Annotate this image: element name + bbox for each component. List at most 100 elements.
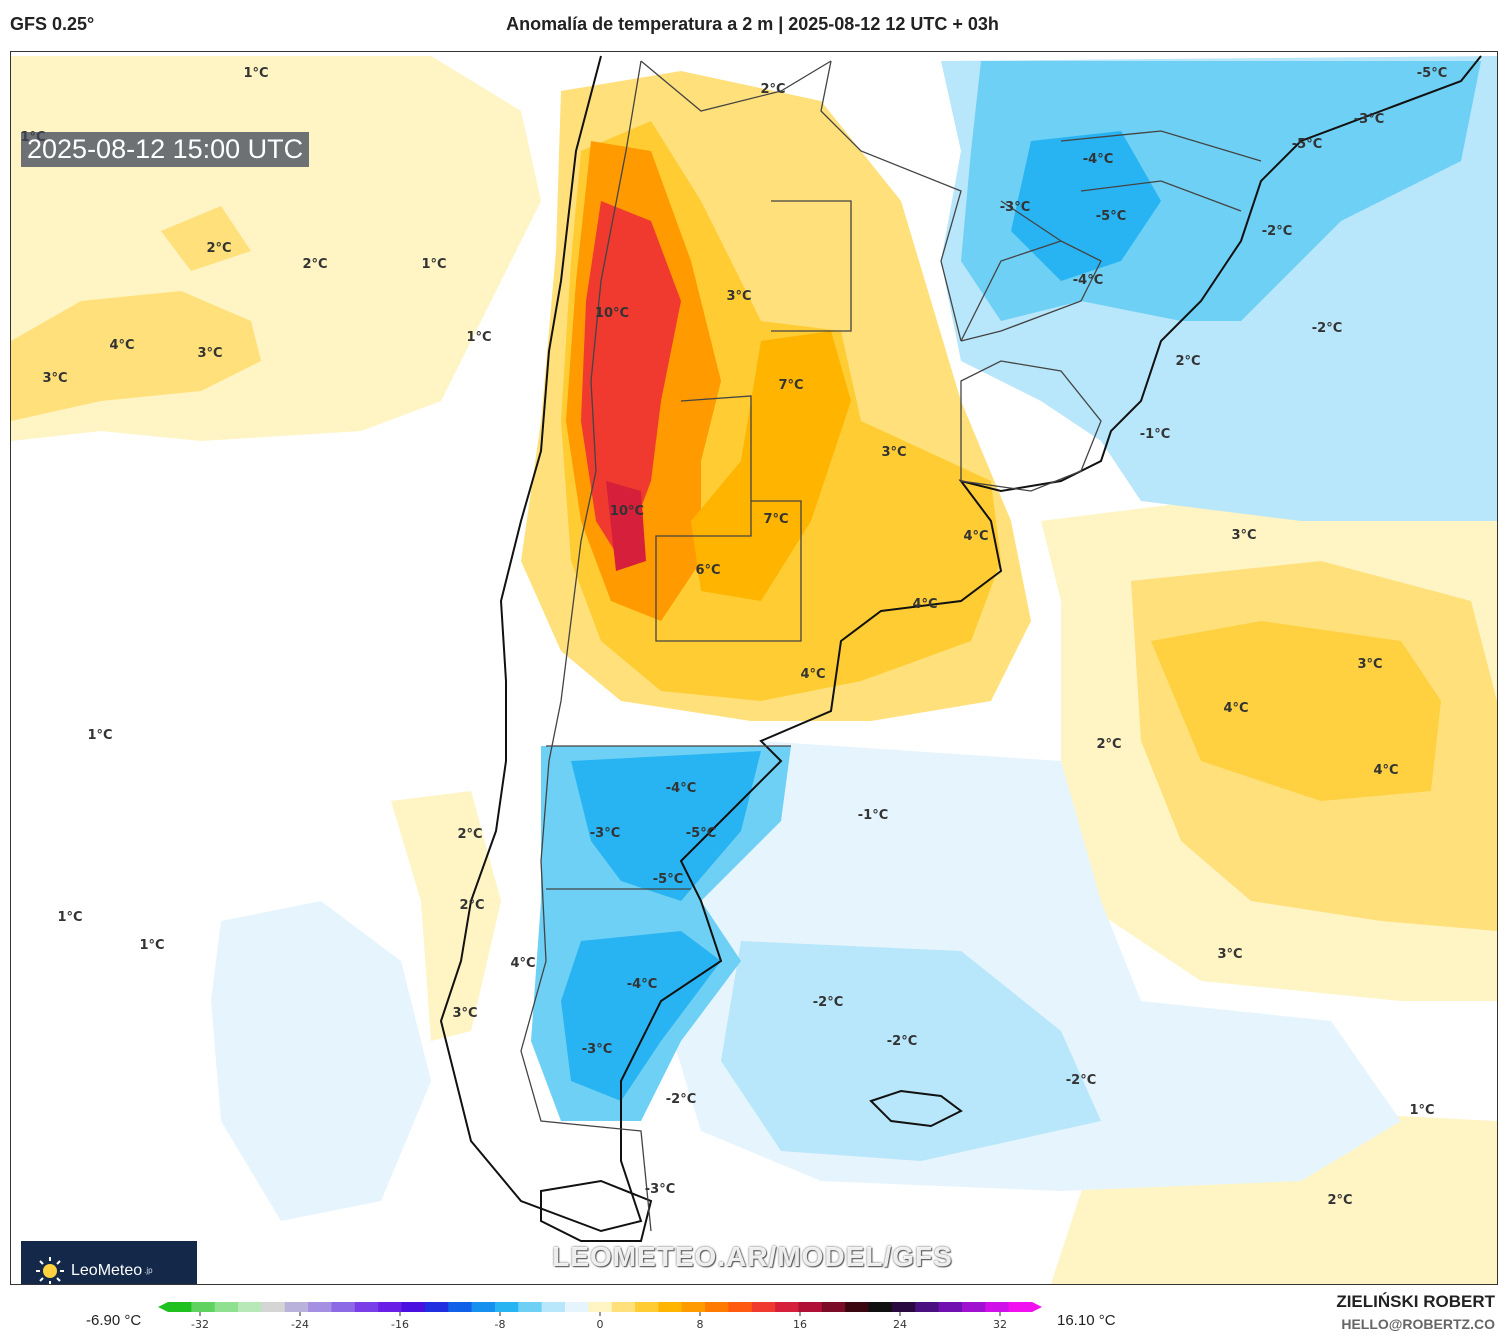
- colorbar-swatch: [378, 1302, 403, 1312]
- colorbar-tick-label: 16: [793, 1318, 807, 1331]
- colorbar-min-value: -6.90 °C: [86, 1312, 142, 1329]
- contour-label: 1°C: [421, 257, 446, 272]
- contour-label: 1°C: [57, 910, 82, 925]
- colorbar-tick-label: -8: [495, 1318, 506, 1331]
- author-email: HELLO@ROBERTZ.CO: [1341, 1316, 1495, 1332]
- contour-label: 3°C: [726, 289, 751, 304]
- colorbar-swatch: [985, 1302, 1010, 1312]
- contour-label: 2°C: [206, 241, 231, 256]
- colorbar-swatch: [705, 1302, 729, 1312]
- colorbar-swatch: [611, 1302, 636, 1312]
- colorbar-swatch: [261, 1302, 286, 1312]
- colorbar-swatch: [1008, 1302, 1033, 1312]
- colorbar-swatch: [751, 1302, 776, 1312]
- watermark-url: LEOMETEO.AR/MODEL/GFS: [552, 1241, 953, 1272]
- colorbar-max-value: 16.10 °C: [1057, 1312, 1116, 1329]
- valid-time-label: 2025-08-12 15:00 UTC: [21, 132, 310, 167]
- contour-label: -5°C: [1417, 66, 1447, 81]
- map-panel[interactable]: 1°C 1°C 2°C 2°C 1°C 1°C 3°C 4°C 3°C 2°C 10°C 3°C 7°C…: [10, 51, 1498, 1285]
- colorbar-swatch: [448, 1302, 473, 1312]
- colorbar-swatch: [518, 1302, 543, 1312]
- contour-label: -3°C: [1000, 200, 1030, 215]
- colorbar-swatch: [635, 1302, 659, 1312]
- province-rio-negro: [546, 745, 791, 890]
- colorbar-swatch: [191, 1302, 216, 1312]
- contour-label: 10°C: [595, 306, 629, 321]
- colorbar-swatch: [915, 1302, 940, 1312]
- contour-label: 3°C: [881, 445, 906, 460]
- model-name: GFS 0.25°: [10, 14, 95, 34]
- brazil-states: [1000, 130, 1262, 242]
- sun-icon: [36, 1256, 64, 1284]
- province-la-pampa: [655, 500, 802, 642]
- contour-label: 1°C: [1409, 1103, 1434, 1118]
- contour-label: -2°C: [666, 1092, 696, 1107]
- contour-label: -3°C: [590, 826, 620, 841]
- logo-text: LeoMeteo: [71, 1261, 143, 1279]
- contour-label: 2°C: [457, 827, 482, 842]
- patagonia-cold-core: [571, 751, 761, 901]
- colorbar-tick-label: 8: [697, 1318, 704, 1331]
- andes-hot-core: [581, 201, 681, 561]
- contour-label: -2°C: [813, 995, 843, 1010]
- author-name: ZIELIŃSKI ROBERT: [1336, 1292, 1495, 1311]
- contour-label: 10°C: [610, 504, 644, 519]
- political-borders: [520, 60, 1262, 1232]
- colorbar-extend-low: [158, 1302, 168, 1312]
- argentina-northern-border: [640, 60, 832, 112]
- contour-label: 4°C: [510, 956, 535, 971]
- south-america-coast: [439, 55, 1482, 1233]
- contour-label: 2°C: [1096, 737, 1121, 752]
- contour-label: -4°C: [1083, 152, 1113, 167]
- colorbar-swatch: [494, 1302, 519, 1312]
- pacific-warm-core: [11, 291, 261, 421]
- colorbar-tick-label: -24: [291, 1318, 309, 1331]
- contour-label: 1°C: [243, 66, 268, 81]
- chile-argentina-border: [520, 60, 652, 1232]
- colorbar-swatch: [775, 1302, 799, 1312]
- map-title: Anomalía de temperatura a 2 m | 2025-08-…: [506, 14, 999, 34]
- pacific-cool-patch: [211, 901, 431, 1221]
- contour-label: 7°C: [778, 378, 803, 393]
- colorbar-swatch: [728, 1302, 753, 1312]
- south-atlantic-cool-core: [721, 941, 1101, 1161]
- contour-label: 4°C: [1223, 701, 1248, 716]
- contour-label: -2°C: [1262, 224, 1292, 239]
- contour-label: 1°C: [139, 938, 164, 953]
- contour-label: 7°C: [763, 512, 788, 527]
- province-santa-fe: [771, 200, 852, 332]
- colorbar-swatch: [845, 1302, 870, 1312]
- contour-label: 2°C: [1327, 1193, 1352, 1208]
- map-canvas[interactable]: 1°C 1°C 2°C 2°C 1°C 1°C 3°C 4°C 3°C 2°C 10°C 3°C 7°C…: [11, 52, 1497, 1284]
- colorbar-swatch: [564, 1302, 589, 1312]
- colorbar-swatch: [354, 1302, 379, 1312]
- falkland-islands: [869, 1089, 963, 1128]
- colorbar-swatch: [401, 1302, 426, 1312]
- chile-coast-warm: [391, 791, 501, 1041]
- pacific-warm-core-2: [161, 206, 251, 271]
- tierra-del-fuego: [540, 1179, 653, 1242]
- colorbar-swatch: [821, 1302, 846, 1312]
- colorbar-swatch: [284, 1302, 309, 1312]
- leometeo-logo[interactable]: LeoMeteo .jp: [21, 1241, 197, 1284]
- contour-label: 4°C: [1373, 763, 1398, 778]
- contour-label: 2°C: [1175, 354, 1200, 369]
- atlantic-warm-core-2: [1151, 621, 1441, 801]
- colorbar-swatch: [168, 1302, 192, 1312]
- contour-label: -3°C: [582, 1042, 612, 1057]
- colorbar-tick-label: 0: [597, 1318, 604, 1331]
- contour-label: 3°C: [1217, 947, 1242, 962]
- pampas-warm-core: [691, 331, 851, 601]
- colorbar-extend-high: [1032, 1302, 1042, 1312]
- colorbar-swatch: [868, 1302, 893, 1312]
- colorbar-swatch: [541, 1302, 566, 1312]
- contour-label: -2°C: [1312, 321, 1342, 336]
- contour-label: -5°C: [686, 826, 716, 841]
- province-cordoba: [680, 395, 752, 501]
- contour-label: 2°C: [459, 898, 484, 913]
- contour-labels: 1°C 1°C 2°C 2°C 1°C 1°C 3°C 4°C 3°C 2°C 10°C 3°C 7°C…: [20, 66, 1447, 1208]
- colorbar-swatch: [681, 1302, 706, 1312]
- contour-label: -2°C: [887, 1034, 917, 1049]
- contour-label: 2°C: [760, 82, 785, 97]
- colorbar-swatch: [961, 1302, 986, 1312]
